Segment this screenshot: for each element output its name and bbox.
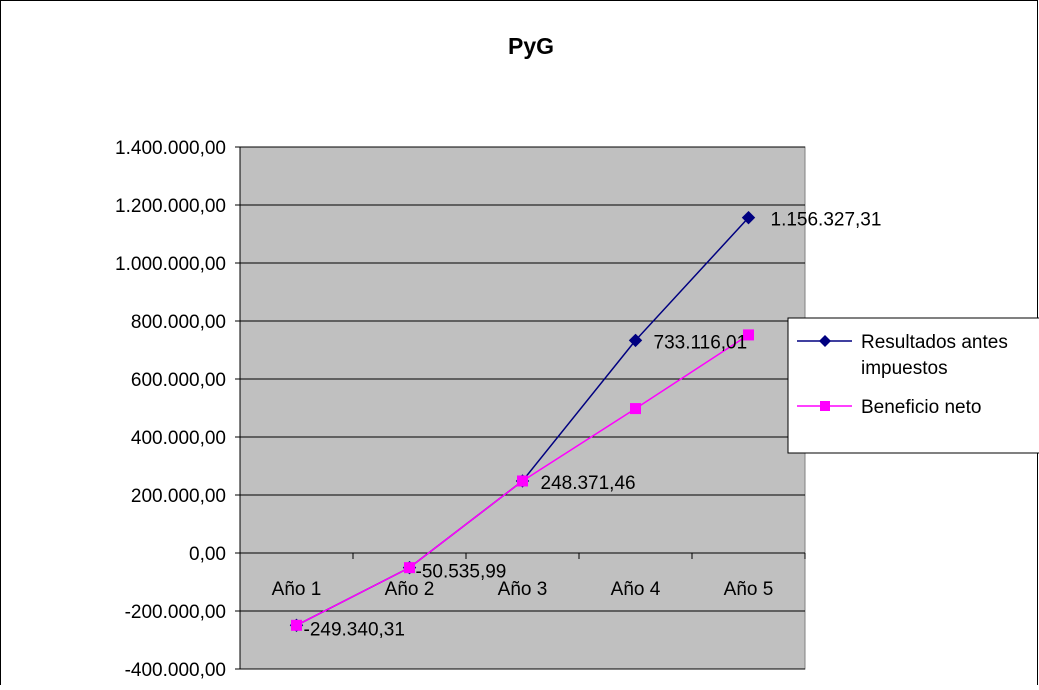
- plot-area: [239, 146, 806, 670]
- y-tick-label: 1.200.000,00: [115, 196, 226, 217]
- legend-label-1: Resultados antes: [861, 332, 1008, 353]
- y-tick-label: 1.400.000,00: [115, 138, 226, 159]
- y-tick-label: -200.000,00: [125, 602, 226, 623]
- data-label: -249.340,31: [304, 619, 405, 640]
- data-point-diamond: [628, 333, 643, 348]
- data-point-square: [743, 329, 754, 341]
- legend-marker-diamond: [819, 335, 831, 347]
- x-tick-label: Año 3: [498, 579, 548, 600]
- y-tick-label: 600.000,00: [131, 370, 226, 391]
- y-tick-label: -400.000,00: [125, 660, 226, 681]
- legend-marker-square: [820, 401, 830, 411]
- x-tick-label: Año 4: [611, 579, 661, 600]
- x-tick-label: Año 2: [385, 579, 435, 600]
- data-label: -50.535,99: [416, 562, 507, 583]
- legend-label-1-cont: impuestos: [861, 358, 948, 379]
- y-tick-label: 1.000.000,00: [115, 254, 226, 275]
- y-tick-label: 200.000,00: [131, 486, 226, 507]
- chart-title: PyG: [508, 33, 554, 59]
- legend-label-2: Beneficio neto: [861, 397, 981, 418]
- data-label: 1.156.327,31: [771, 210, 882, 231]
- y-tick-label: 800.000,00: [131, 312, 226, 333]
- data-label: 248.371,46: [541, 473, 636, 494]
- x-tick-label: Año 5: [724, 579, 774, 600]
- data-point-diamond: [741, 210, 756, 225]
- data-point-square: [517, 475, 528, 487]
- data-point-square: [291, 619, 302, 631]
- data-point-square: [630, 403, 641, 415]
- data-point-square: [404, 562, 415, 574]
- y-tick-label: 400.000,00: [131, 428, 226, 449]
- y-tick-label: 0,00: [189, 544, 226, 565]
- data-label: 733.116,01: [654, 332, 748, 353]
- x-tick-label: Año 1: [272, 579, 322, 600]
